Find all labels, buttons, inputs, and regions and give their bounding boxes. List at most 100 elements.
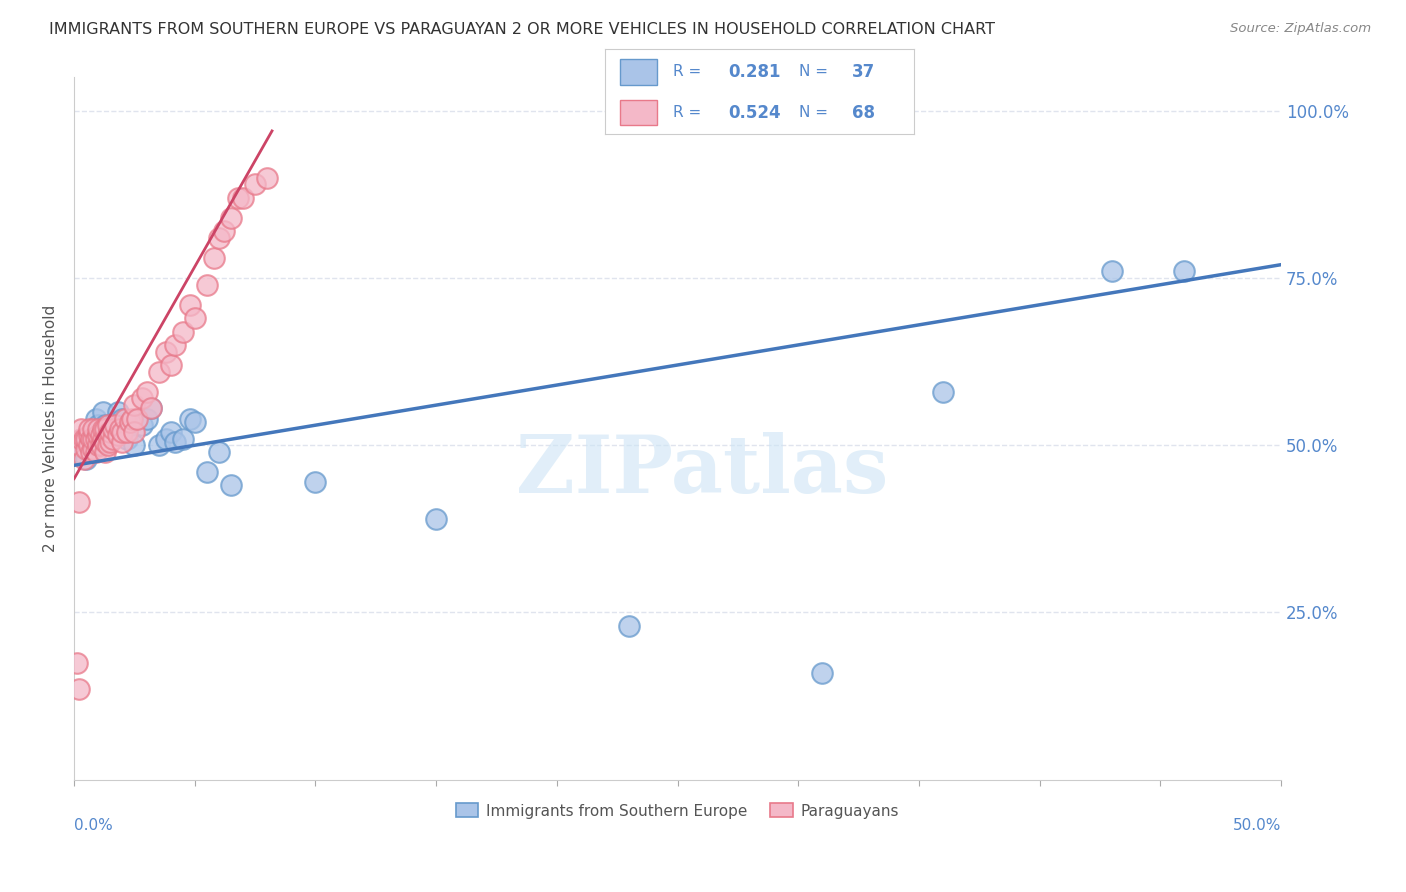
Point [67, 682, 90, 697]
Point [226, 191, 249, 205]
Point [155, 432, 177, 446]
Point [84, 445, 107, 459]
Point [208, 231, 231, 245]
Point [811, 665, 834, 680]
Point [94, 418, 117, 433]
Point [111, 425, 134, 439]
Text: IMMIGRANTS FROM SOUTHERN EUROPE VS PARAGUAYAN 2 OR MORE VEHICLES IN HOUSEHOLD CO: IMMIGRANTS FROM SOUTHERN EUROPE VS PARAG… [49, 22, 995, 37]
Point [80, 445, 103, 459]
Point [90, 425, 112, 439]
Point [135, 384, 157, 399]
Point [111, 434, 134, 449]
Text: N =: N = [800, 105, 834, 120]
Point [82, 438, 104, 452]
Point [91, 432, 114, 446]
Point [107, 405, 129, 419]
Point [114, 411, 136, 425]
Point [97, 418, 120, 433]
Point [208, 445, 231, 459]
Point [124, 438, 146, 452]
Point [932, 384, 955, 399]
Point [243, 178, 266, 192]
Point [165, 338, 187, 352]
Text: ZIPatlas: ZIPatlas [516, 432, 887, 509]
Point [90, 438, 112, 452]
Point [135, 411, 157, 425]
Point [94, 445, 117, 459]
Point [101, 421, 124, 435]
Point [87, 418, 110, 433]
Point [121, 411, 143, 425]
Point [256, 170, 278, 185]
Point [77, 428, 100, 442]
Point [104, 418, 127, 433]
Point [87, 421, 110, 435]
Point [98, 434, 121, 449]
Point [91, 421, 114, 435]
Point [195, 465, 218, 479]
Text: 50.0%: 50.0% [1233, 818, 1281, 833]
Point [172, 325, 194, 339]
Point [67, 438, 90, 452]
Point [179, 298, 201, 312]
Point [94, 421, 117, 435]
Point [101, 421, 124, 435]
Point [184, 415, 207, 429]
Point [115, 432, 138, 446]
Point [82, 421, 104, 435]
Point [131, 418, 153, 433]
Point [155, 344, 177, 359]
Point [82, 432, 104, 446]
Point [73, 451, 96, 466]
Point [87, 428, 110, 442]
Point [75, 442, 97, 456]
Point [75, 451, 97, 466]
Point [232, 191, 254, 205]
Point [97, 425, 120, 439]
Y-axis label: 2 or more Vehicles in Household: 2 or more Vehicles in Household [44, 305, 58, 552]
Point [67, 445, 90, 459]
Point [70, 432, 93, 446]
Point [172, 432, 194, 446]
Point [101, 432, 124, 446]
Point [97, 428, 120, 442]
Point [148, 438, 170, 452]
Text: Source: ZipAtlas.com: Source: ZipAtlas.com [1230, 22, 1371, 36]
Text: 0.281: 0.281 [728, 63, 780, 81]
Point [1101, 264, 1123, 278]
Point [73, 432, 96, 446]
Point [125, 411, 148, 425]
Point [159, 358, 181, 372]
Point [212, 224, 235, 238]
FancyBboxPatch shape [620, 59, 657, 85]
Point [107, 428, 129, 442]
Text: R =: R = [672, 105, 706, 120]
Point [219, 478, 242, 492]
Point [141, 401, 163, 416]
Point [165, 434, 187, 449]
Point [80, 432, 103, 446]
Point [425, 512, 447, 526]
Point [115, 425, 138, 439]
Point [124, 425, 146, 439]
Point [91, 405, 114, 419]
Point [304, 475, 326, 489]
Point [159, 425, 181, 439]
Legend: Immigrants from Southern Europe, Paraguayans: Immigrants from Southern Europe, Paragua… [450, 797, 905, 824]
Point [104, 415, 127, 429]
Text: 0.0%: 0.0% [75, 818, 112, 833]
Point [131, 392, 153, 406]
Text: N =: N = [800, 64, 834, 79]
Point [118, 415, 141, 429]
Point [75, 432, 97, 446]
Point [98, 425, 121, 439]
Point [90, 428, 112, 442]
Text: R =: R = [672, 64, 706, 79]
Point [80, 432, 103, 446]
FancyBboxPatch shape [620, 100, 657, 126]
Point [87, 438, 110, 452]
Point [97, 438, 120, 452]
Point [141, 401, 163, 416]
Point [219, 211, 242, 225]
Point [148, 365, 170, 379]
